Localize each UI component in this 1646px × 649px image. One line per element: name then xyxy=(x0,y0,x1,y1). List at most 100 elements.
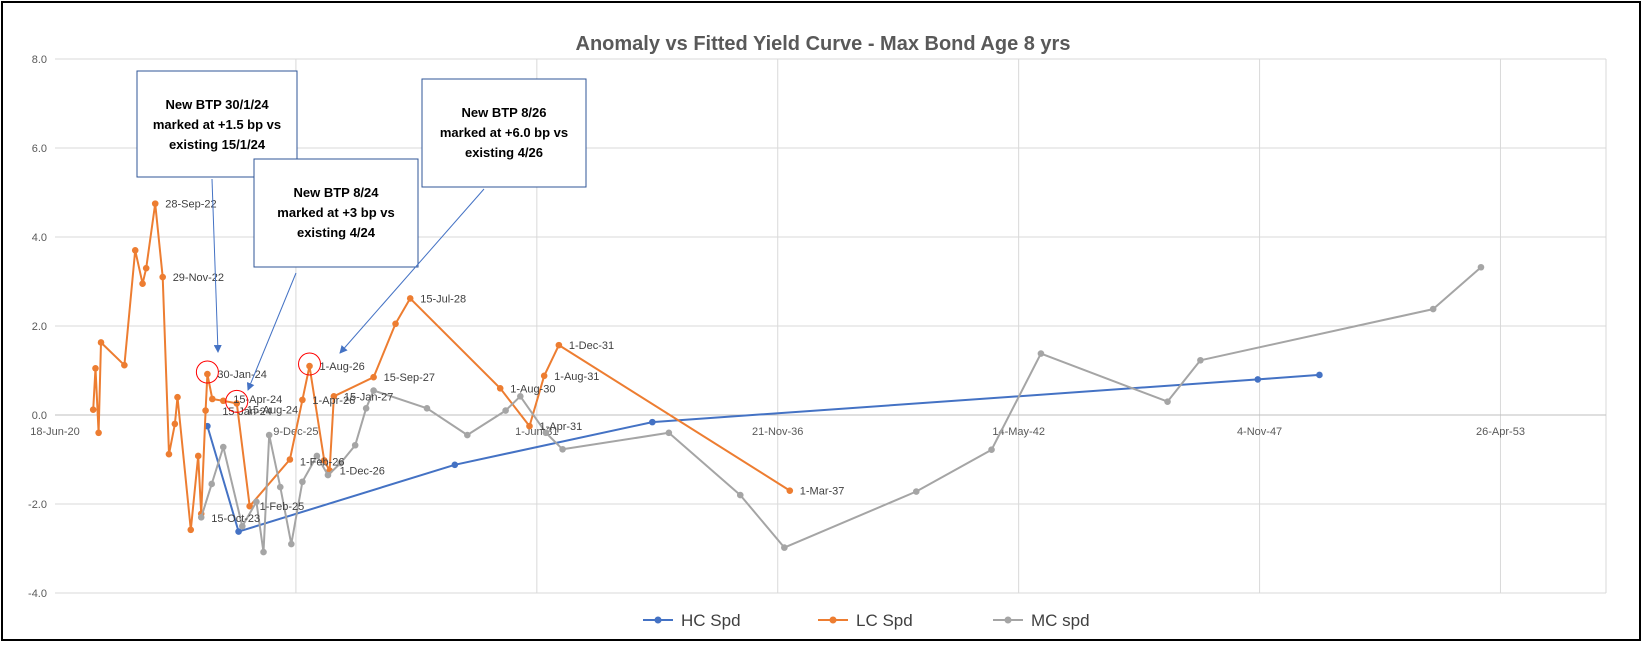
point-label-layer: 28-Sep-22 29-Nov-22 30-Jan-24 15-Jan-2415-A… xyxy=(165,199,844,525)
data-point xyxy=(736,491,744,499)
data-point xyxy=(423,405,431,412)
data-point xyxy=(174,393,181,401)
data-point xyxy=(171,420,179,428)
data-point xyxy=(253,498,260,506)
y-tick-label: -2.0 xyxy=(28,499,47,511)
data-point xyxy=(313,452,321,460)
annotation-layer: New BTP 30/1/24 marked at +1.5 bp vs exist… xyxy=(136,70,587,413)
y-tick-label: 4.0 xyxy=(32,232,47,244)
legend-label-0: HC Spd xyxy=(681,611,741,630)
data-point xyxy=(496,385,504,392)
point-label: 15-Apr-24 xyxy=(233,394,282,406)
series-line-1 xyxy=(92,202,791,531)
series-line-2 xyxy=(200,266,1482,554)
data-point xyxy=(204,370,211,378)
x-tick-label: 21-Nov-36 xyxy=(752,426,803,438)
data-point xyxy=(95,429,102,437)
callout-arrow xyxy=(211,178,222,353)
data-point xyxy=(912,488,920,495)
data-point xyxy=(219,397,227,405)
data-point xyxy=(159,273,166,281)
data-point xyxy=(988,446,995,454)
data-point xyxy=(235,528,242,535)
data-point xyxy=(151,200,159,207)
data-point xyxy=(351,441,359,449)
data-point xyxy=(786,487,794,494)
data-point xyxy=(665,429,673,437)
data-point xyxy=(288,540,295,548)
data-point xyxy=(260,548,267,556)
data-point xyxy=(97,339,105,346)
data-point xyxy=(559,445,566,453)
data-point xyxy=(362,405,370,412)
data-point xyxy=(306,362,313,370)
legend: HC Spd LC Spd MC spd xyxy=(643,611,1090,630)
highlight-circle xyxy=(225,389,249,413)
callout-text-line: New BTP 30/1/24 xyxy=(165,97,269,112)
legend-marker-0 xyxy=(654,616,662,624)
data-point xyxy=(299,396,306,404)
callout-text-line: marked at +6.0 bp vs xyxy=(440,125,568,140)
data-point xyxy=(197,514,205,521)
point-label: 1-Dec-31 xyxy=(569,340,614,352)
data-point xyxy=(392,320,399,328)
point-label: 28-Sep-22 xyxy=(165,199,216,211)
y-tick-label: 0.0 xyxy=(32,410,47,422)
data-point xyxy=(320,457,328,464)
point-label: 15-Jan-27 xyxy=(344,391,394,403)
callout-text-line: existing 4/26 xyxy=(465,145,543,160)
y-tick-label: 8.0 xyxy=(32,54,47,66)
y-tick-label: -4.0 xyxy=(28,588,47,600)
point-label: 30-Jan-24 xyxy=(217,369,267,381)
data-point xyxy=(219,443,227,451)
data-point xyxy=(208,480,216,488)
data-point xyxy=(370,387,377,394)
point-label: 1-Aug-26 xyxy=(320,361,365,373)
data-point xyxy=(324,471,332,479)
callout-arrow xyxy=(339,188,485,354)
callout-text-line: marked at +1.5 bp vs xyxy=(153,117,281,132)
data-point xyxy=(1197,356,1204,364)
data-point xyxy=(526,422,533,430)
data-point xyxy=(1254,376,1262,383)
point-label: 1-Aug-31 xyxy=(554,371,599,383)
point-label: 29-Nov-22 xyxy=(173,272,224,284)
series-line-0 xyxy=(206,373,1320,533)
data-point xyxy=(142,264,150,272)
data-point xyxy=(464,431,471,439)
data-point xyxy=(337,459,344,467)
data-point xyxy=(542,429,550,437)
highlight-circle xyxy=(195,360,219,384)
data-point xyxy=(187,526,195,534)
data-point xyxy=(555,341,563,349)
data-point xyxy=(406,295,414,302)
point-label: 1-Feb-26 xyxy=(300,457,345,469)
point-label: 15-Oct-23 xyxy=(211,513,260,525)
point-label: 15-Aug-24 xyxy=(247,404,298,416)
data-point xyxy=(517,393,524,400)
data-point xyxy=(246,502,253,510)
data-point xyxy=(781,544,788,551)
data-point xyxy=(92,364,99,372)
data-point xyxy=(194,452,202,460)
legend-marker-1 xyxy=(829,616,837,624)
data-point xyxy=(1477,263,1485,271)
data-point xyxy=(1037,350,1045,357)
data-point xyxy=(330,393,338,400)
data-point xyxy=(299,478,306,486)
data-point xyxy=(139,280,146,288)
data-point xyxy=(209,395,216,403)
data-point xyxy=(89,406,97,413)
data-point xyxy=(1316,371,1323,379)
callout-text-line: existing 15/1/24 xyxy=(169,137,266,152)
legend-marker-2 xyxy=(1004,616,1012,624)
highlight-circle xyxy=(298,352,322,376)
point-label: 1-Feb-25 xyxy=(260,501,305,513)
data-point xyxy=(540,372,548,380)
callout-box xyxy=(421,78,587,188)
point-label: 1-Apr-26 xyxy=(312,395,355,407)
data-point xyxy=(276,483,284,491)
point-label: 15-Jan-24 xyxy=(222,406,272,418)
point-label: 1-Dec-26 xyxy=(340,466,385,478)
